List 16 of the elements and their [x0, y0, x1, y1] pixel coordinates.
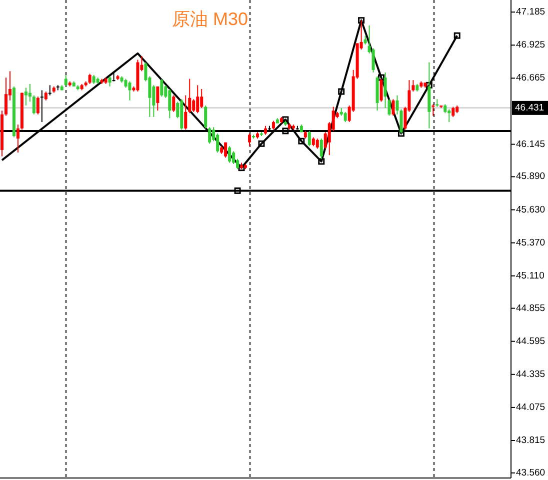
y-tick-label: 44.855 — [516, 302, 546, 314]
y-tick-label: 46.925 — [516, 40, 546, 51]
y-tick-label: 47.185 — [516, 6, 546, 18]
y-tick-label: 45.110 — [516, 270, 544, 282]
y-tick-label: 44.595 — [516, 336, 546, 347]
y-tick-label: 44.335 — [516, 368, 546, 380]
y-tick-label: 46.145 — [516, 138, 546, 150]
ref-line-label: 46.431 — [515, 102, 544, 114]
y-tick-label: 45.890 — [516, 171, 546, 182]
y-tick-label: 44.075 — [516, 402, 546, 413]
y-tick-label: 43.815 — [516, 435, 546, 446]
y-tick-label: 46.665 — [516, 72, 546, 84]
y-tick-label: 45.630 — [516, 204, 546, 216]
y-tick-label: 43.560 — [516, 467, 546, 478]
y-tick-label: 45.370 — [516, 237, 546, 248]
text: 原油 M30 — [172, 9, 248, 29]
